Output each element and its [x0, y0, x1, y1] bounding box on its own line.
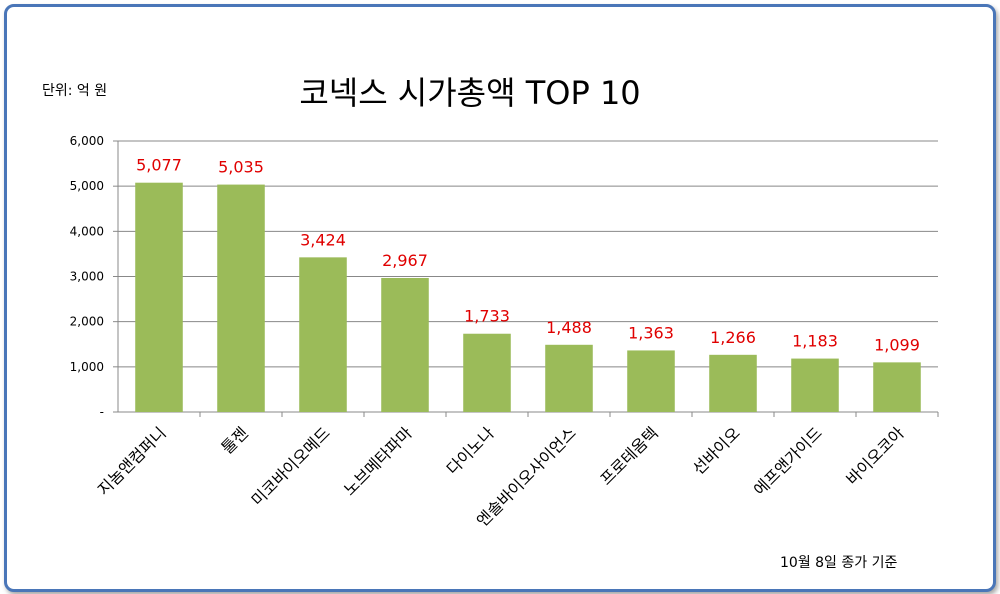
bar [299, 257, 347, 412]
chart-title: 코넥스 시가총액 TOP 10 [299, 74, 641, 112]
x-category-label: 지놈앤컴퍼니 [94, 423, 170, 499]
bar [217, 184, 265, 412]
bar [381, 277, 429, 412]
bar [135, 182, 183, 412]
data-label: 1,488 [546, 318, 592, 337]
x-category-label: 프로테옴텍 [596, 423, 661, 488]
bar [709, 354, 757, 412]
data-label: 1,266 [710, 328, 756, 347]
y-tick-label: 4,000 [70, 224, 104, 238]
bar [545, 344, 593, 412]
y-tick-label: 5,000 [70, 179, 104, 193]
y-tick-label: 3,000 [70, 270, 104, 284]
y-tick-label: - [100, 405, 104, 419]
bar [463, 333, 511, 412]
bar [791, 358, 839, 412]
data-label: 1,733 [464, 307, 510, 326]
x-category-label: 툴젠 [218, 423, 252, 457]
data-label: 3,424 [300, 230, 346, 249]
x-category-label: 에프앤가이드 [750, 423, 826, 499]
bar [627, 350, 675, 412]
data-label: 5,035 [218, 158, 264, 177]
x-category-label: 바이오코아 [842, 423, 908, 489]
x-category-label: 미코바이오메드 [248, 423, 334, 509]
data-label: 1,099 [874, 335, 920, 354]
data-label: 5,077 [136, 156, 182, 175]
data-label: 2,967 [382, 251, 428, 270]
data-label: 1,363 [628, 323, 674, 342]
y-tick-label: 6,000 [70, 134, 104, 148]
footnote: 10월 8일 종가 기준 [780, 555, 898, 571]
y-tick-label: 1,000 [70, 360, 104, 374]
unit-label: 단위: 억 원 [42, 83, 108, 99]
y-tick-label: 2,000 [70, 315, 104, 329]
x-category-label: 다이노나 [443, 423, 498, 478]
x-category-label: 노브메타파마 [340, 423, 416, 499]
x-category-label: 선바이오 [689, 423, 744, 478]
bar [873, 362, 921, 412]
data-label: 1,183 [792, 332, 838, 351]
